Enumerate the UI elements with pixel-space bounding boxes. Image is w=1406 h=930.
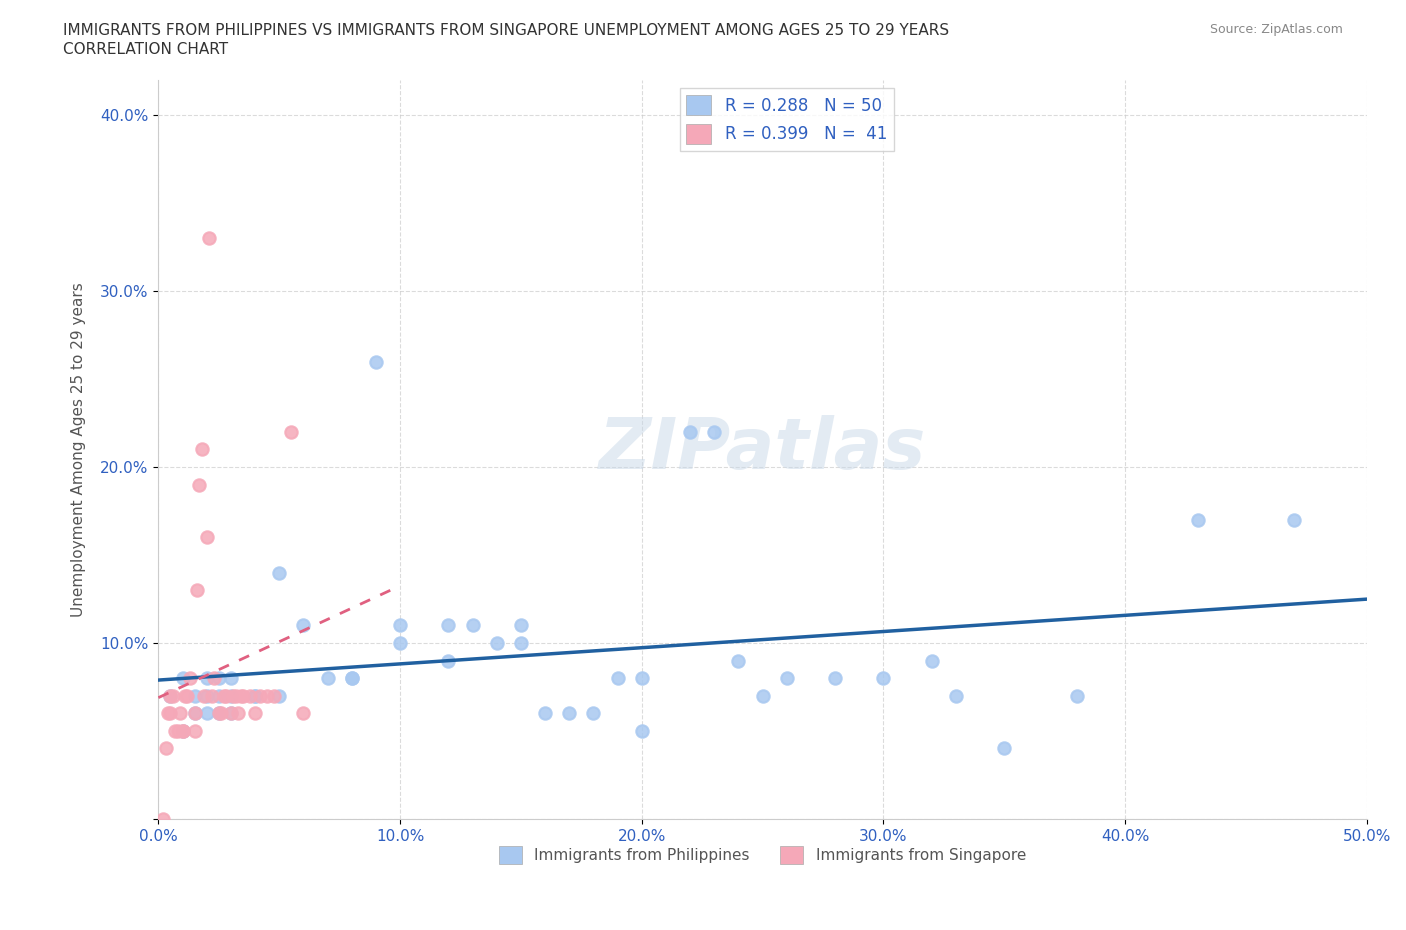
Y-axis label: Unemployment Among Ages 25 to 29 years: Unemployment Among Ages 25 to 29 years [72,282,86,617]
Point [751,688,773,703]
Point [945,688,967,703]
Point [437,653,460,668]
Point [389,635,412,650]
Point [872,671,894,685]
Point [1066,688,1088,703]
Point [219,671,242,685]
Point [195,530,218,545]
Point [824,671,846,685]
Point [183,688,205,703]
Text: CORRELATION CHART: CORRELATION CHART [63,42,228,57]
Point [225,688,247,703]
Point [461,618,484,632]
Point [176,688,198,703]
Point [243,706,266,721]
Point [269,565,291,580]
Point [280,424,302,439]
Point [292,706,315,721]
Point [509,635,531,650]
Point [256,688,278,703]
Point [340,671,363,685]
Point [229,688,252,703]
Text: Source: ZipAtlas.com: Source: ZipAtlas.com [1209,23,1343,36]
Point [1284,512,1306,527]
Point [169,706,191,721]
Legend: Immigrants from Philippines, Immigrants from Singapore: Immigrants from Philippines, Immigrants … [494,840,1032,870]
Point [172,724,194,738]
Point [208,688,231,703]
Point [219,706,242,721]
Point [166,724,188,738]
Point [215,688,238,703]
Point [200,688,222,703]
Point [188,477,211,492]
Point [183,706,205,721]
Point [186,583,208,598]
Point [219,688,242,703]
Point [159,706,181,721]
Point [606,671,628,685]
Point [172,724,194,738]
Point [195,706,218,721]
Point [292,618,315,632]
Point [222,688,245,703]
Point [209,706,232,721]
Point [208,706,231,721]
Point [208,706,231,721]
Text: IMMIGRANTS FROM PHILIPPINES VS IMMIGRANTS FROM SINGAPORE UNEMPLOYMENT AMONG AGES: IMMIGRANTS FROM PHILIPPINES VS IMMIGRANT… [63,23,949,38]
Point [183,706,205,721]
Point [152,811,174,826]
Point [179,671,201,685]
Point [1187,512,1209,527]
Point [165,724,187,738]
Point [193,688,215,703]
Point [208,671,231,685]
Point [703,424,725,439]
Point [243,688,266,703]
Point [159,688,181,703]
Point [162,688,184,703]
Point [172,671,194,685]
Point [212,688,235,703]
Point [174,688,197,703]
Text: ZIPatlas: ZIPatlas [599,415,927,484]
Point [534,706,557,721]
Point [921,653,943,668]
Point [389,618,412,632]
Point [243,688,266,703]
Point [993,741,1015,756]
Point [485,635,508,650]
Point [155,741,177,756]
Point [558,706,581,721]
Point [630,724,652,738]
Point [316,671,339,685]
Point [202,671,225,685]
Point [191,442,214,457]
Point [195,688,218,703]
Point [159,688,181,703]
Point [249,688,271,703]
Point [364,354,387,369]
Point [269,688,291,703]
Point [582,706,605,721]
Point [679,424,702,439]
Point [776,671,799,685]
Point [172,724,194,738]
Point [195,671,218,685]
Point [183,724,205,738]
Point [437,618,460,632]
Point [509,618,531,632]
Point [630,671,652,685]
Point [340,671,363,685]
Point [263,688,285,703]
Point [157,706,180,721]
Point [219,706,242,721]
Point [727,653,749,668]
Point [239,688,262,703]
Point [226,706,249,721]
Point [232,688,254,703]
Point [198,231,221,246]
